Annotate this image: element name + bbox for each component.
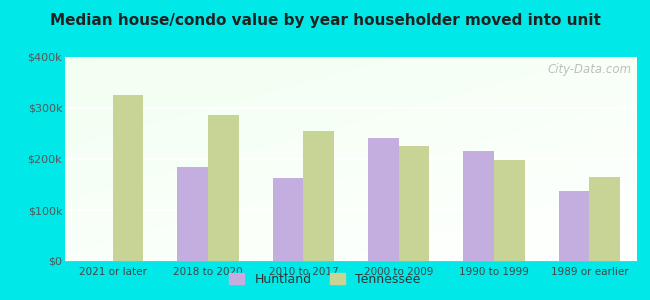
Bar bbox=[494, 160, 525, 261]
Bar bbox=[273, 178, 304, 261]
Text: City-Data.com: City-Data.com bbox=[547, 63, 631, 76]
Bar bbox=[208, 115, 239, 261]
Bar bbox=[112, 95, 143, 261]
Text: Median house/condo value by year householder moved into unit: Median house/condo value by year househo… bbox=[49, 14, 601, 28]
Bar bbox=[559, 190, 590, 261]
Bar bbox=[177, 167, 208, 261]
Bar bbox=[304, 131, 334, 261]
Bar bbox=[463, 151, 494, 261]
Bar bbox=[368, 138, 398, 261]
Legend: Huntland, Tennessee: Huntland, Tennessee bbox=[224, 268, 426, 291]
Bar bbox=[590, 177, 620, 261]
Bar bbox=[398, 146, 429, 261]
